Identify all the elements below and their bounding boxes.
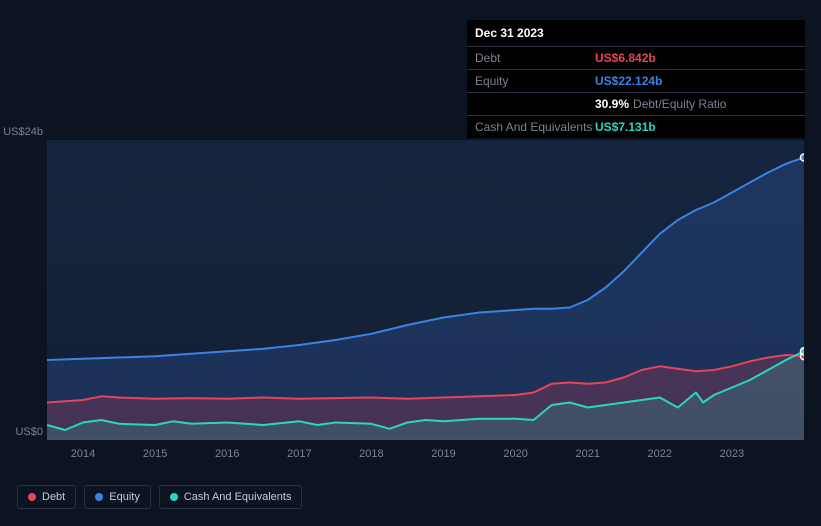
legend-dot-icon xyxy=(95,493,103,501)
chart-legend: Debt Equity Cash And Equivalents xyxy=(17,485,302,509)
tooltip-label: Equity xyxy=(475,74,595,88)
tooltip-value: 30.9%Debt/Equity Ratio xyxy=(595,97,726,111)
x-axis-label: 2016 xyxy=(215,448,239,460)
x-axis-label: 2015 xyxy=(143,448,167,460)
legend-label: Debt xyxy=(42,491,65,503)
legend-dot-icon xyxy=(170,493,178,501)
legend-item-cash-and-equivalents[interactable]: Cash And Equivalents xyxy=(159,485,303,509)
tooltip-label xyxy=(475,97,595,111)
x-axis-labels: 2014 2015 2016 2017 2018 2019 2020 2021 2022 2023 xyxy=(47,448,804,468)
endpoint-marker xyxy=(801,348,805,355)
x-axis-label: 2014 xyxy=(71,448,95,460)
legend-item-debt[interactable]: Debt xyxy=(17,485,76,509)
x-axis-label: 2017 xyxy=(287,448,311,460)
x-axis-label: 2020 xyxy=(503,448,527,460)
tooltip-row: EquityUS$22.124b xyxy=(467,70,805,93)
legend-dot-icon xyxy=(28,493,36,501)
x-axis-label: 2018 xyxy=(359,448,383,460)
chart-container: US$24b US$0 2014201520162017201820192020… xyxy=(17,120,804,475)
legend-item-equity[interactable]: Equity xyxy=(84,485,151,509)
x-axis-label: 2023 xyxy=(720,448,744,460)
legend-label: Equity xyxy=(109,491,140,503)
tooltip-value: US$22.124b xyxy=(595,74,662,88)
chart-plot[interactable] xyxy=(47,140,804,440)
tooltip-value: US$6.842b xyxy=(595,51,656,65)
tooltip-row: 30.9%Debt/Equity Ratio xyxy=(467,93,805,116)
tooltip-date: Dec 31 2023 xyxy=(467,20,805,47)
y-axis-label-max: US$24b xyxy=(3,126,43,138)
endpoint-marker xyxy=(801,154,805,161)
x-axis-label: 2022 xyxy=(648,448,672,460)
legend-label: Cash And Equivalents xyxy=(184,491,292,503)
tooltip-label: Debt xyxy=(475,51,595,65)
x-axis-label: 2021 xyxy=(575,448,599,460)
tooltip-suffix: Debt/Equity Ratio xyxy=(633,97,726,111)
y-axis-label-min: US$0 xyxy=(3,426,43,438)
tooltip-row: DebtUS$6.842b xyxy=(467,47,805,70)
x-axis-label: 2019 xyxy=(431,448,455,460)
